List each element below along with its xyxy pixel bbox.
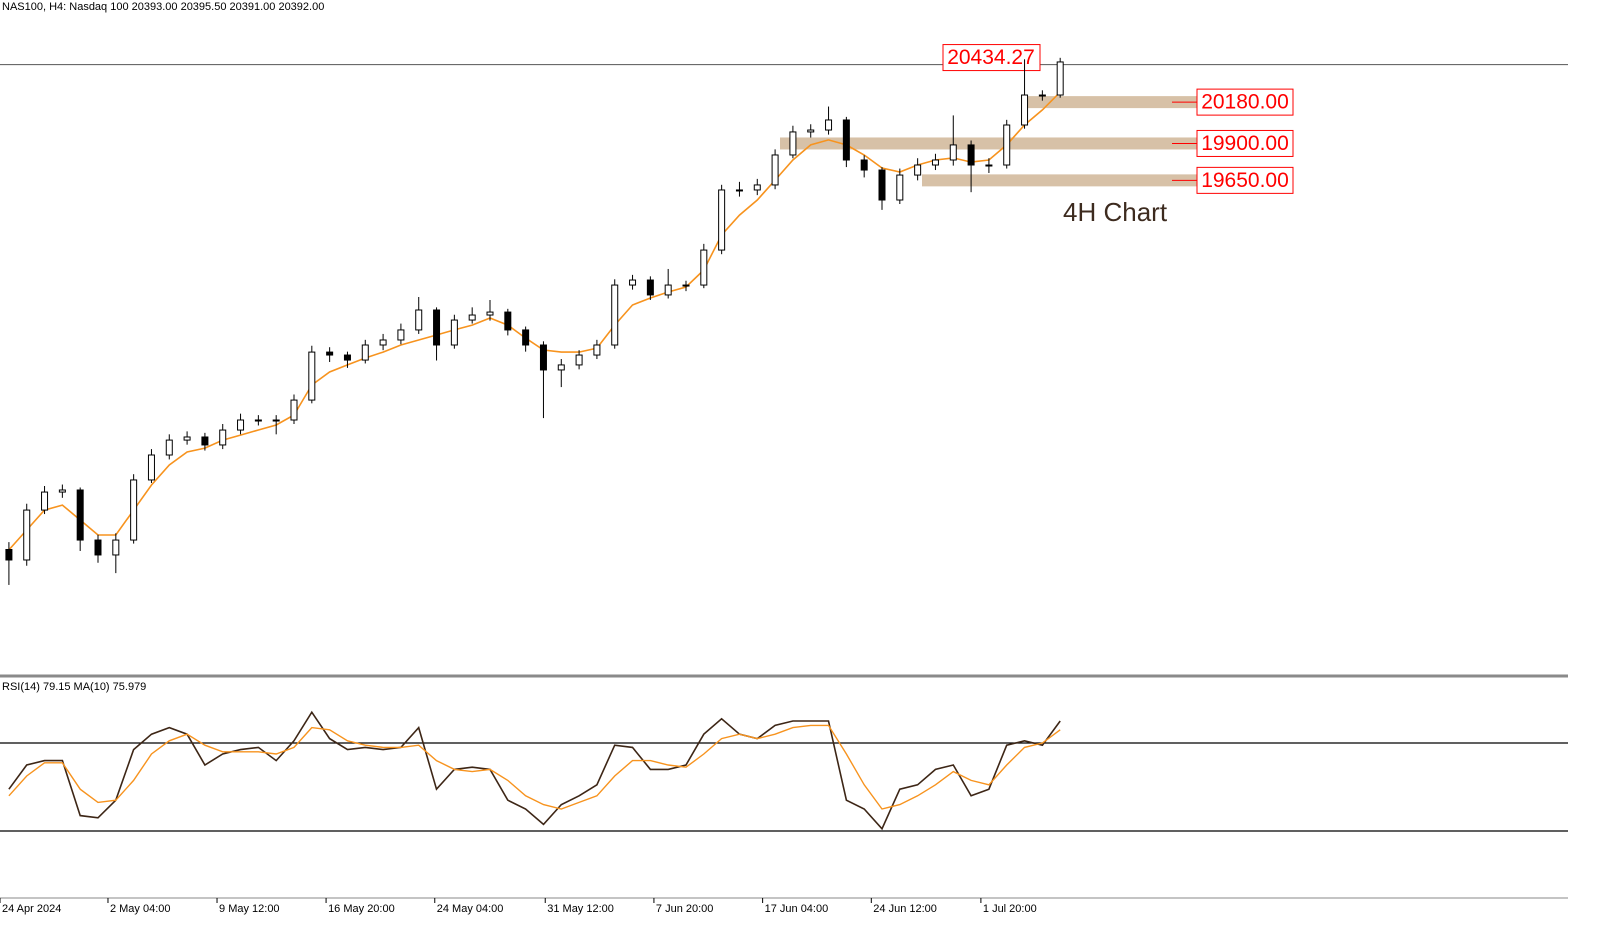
level-label-box	[1196, 88, 1294, 116]
candle-body	[931, 159, 939, 166]
candle-body	[504, 311, 512, 331]
candle-body	[735, 189, 743, 192]
candle-body	[825, 119, 833, 131]
candle-body	[611, 284, 619, 346]
candle-body	[718, 189, 726, 251]
candle-body	[450, 319, 458, 346]
candle-body	[664, 284, 672, 296]
candle-body	[878, 169, 886, 201]
candle-body	[896, 174, 904, 201]
chart-title: NAS100, H4: Nasdaq 100 20393.00 20395.50…	[2, 1, 324, 13]
candle-body	[433, 309, 441, 346]
candle-body	[753, 184, 761, 191]
candle-body	[379, 339, 387, 346]
candle-body	[308, 351, 316, 401]
x-tick-label: 31 May 12:00	[547, 903, 614, 915]
candle-body	[219, 429, 227, 446]
candle-body	[41, 491, 49, 511]
candle-body	[914, 164, 922, 176]
level-label-box	[1196, 166, 1294, 194]
rsi-line	[8, 710, 1061, 831]
level-band	[922, 174, 1197, 187]
candle-body	[789, 131, 797, 156]
candle-body	[807, 129, 815, 133]
candle-body	[5, 548, 13, 561]
candle-body	[985, 164, 993, 167]
candle-body	[1003, 124, 1011, 166]
candle-body	[700, 249, 708, 286]
level-label: 19900.00	[1201, 132, 1289, 155]
candle-body	[147, 454, 155, 481]
level-label-box	[1196, 129, 1294, 157]
candle-body	[254, 419, 262, 422]
candle-body	[1038, 94, 1046, 97]
candle-body	[771, 154, 779, 186]
candle-body	[361, 344, 369, 361]
candle-body	[682, 284, 690, 287]
candle-body	[165, 439, 173, 456]
candle-body	[575, 354, 583, 366]
x-tick-label: 24 Jun 12:00	[873, 903, 937, 915]
candle-body	[94, 539, 102, 556]
candle-body	[646, 279, 654, 296]
candle-body	[486, 311, 494, 316]
candle-body	[539, 344, 547, 371]
x-tick-label: 2 May 04:00	[110, 903, 171, 915]
candle-body	[58, 489, 66, 493]
x-tick-label: 24 Apr 2024	[2, 903, 61, 915]
candle-body	[23, 509, 31, 561]
candle-body	[842, 119, 850, 161]
level-label: 20180.00	[1201, 91, 1289, 114]
candle-body	[967, 144, 975, 166]
candle-body	[76, 489, 84, 541]
x-tick-label: 7 Jun 20:00	[656, 903, 714, 915]
price-label-box	[942, 44, 1041, 72]
moving-average	[8, 91, 1061, 551]
candle-body	[593, 344, 601, 356]
annotation: 4H Chart	[1063, 197, 1168, 227]
x-tick-label: 17 Jun 04:00	[765, 903, 829, 915]
level-band	[780, 137, 1197, 150]
x-tick-label: 1 Jul 20:00	[983, 903, 1037, 915]
candle-body	[468, 314, 476, 321]
candle-body	[201, 436, 209, 446]
candle-body	[860, 159, 868, 171]
level-label: 19650.00	[1201, 169, 1289, 192]
candle-body	[1056, 61, 1064, 96]
price-label: 20434.27	[947, 46, 1035, 69]
x-tick-label: 16 May 20:00	[328, 903, 395, 915]
candle-body	[290, 399, 298, 421]
level-band	[1027, 96, 1197, 109]
x-tick-label: 9 May 12:00	[219, 903, 280, 915]
x-tick-label: 24 May 04:00	[437, 903, 504, 915]
candle-body	[183, 436, 191, 441]
rsi-title: RSI(14) 79.15 MA(10) 75.979	[2, 681, 146, 693]
candle-body	[237, 419, 245, 431]
candle-body	[343, 354, 351, 361]
candle-body	[557, 364, 565, 371]
candle-body	[326, 351, 334, 356]
rsi-line	[8, 724, 1061, 810]
candle-body	[629, 279, 637, 286]
candle-body	[397, 329, 405, 341]
candle-body	[949, 144, 957, 161]
candle-body	[272, 419, 280, 422]
candle-body	[522, 329, 530, 346]
candle-body	[415, 309, 423, 331]
candle-body	[1021, 94, 1029, 126]
candle-body	[112, 539, 120, 556]
candle-body	[130, 479, 138, 541]
